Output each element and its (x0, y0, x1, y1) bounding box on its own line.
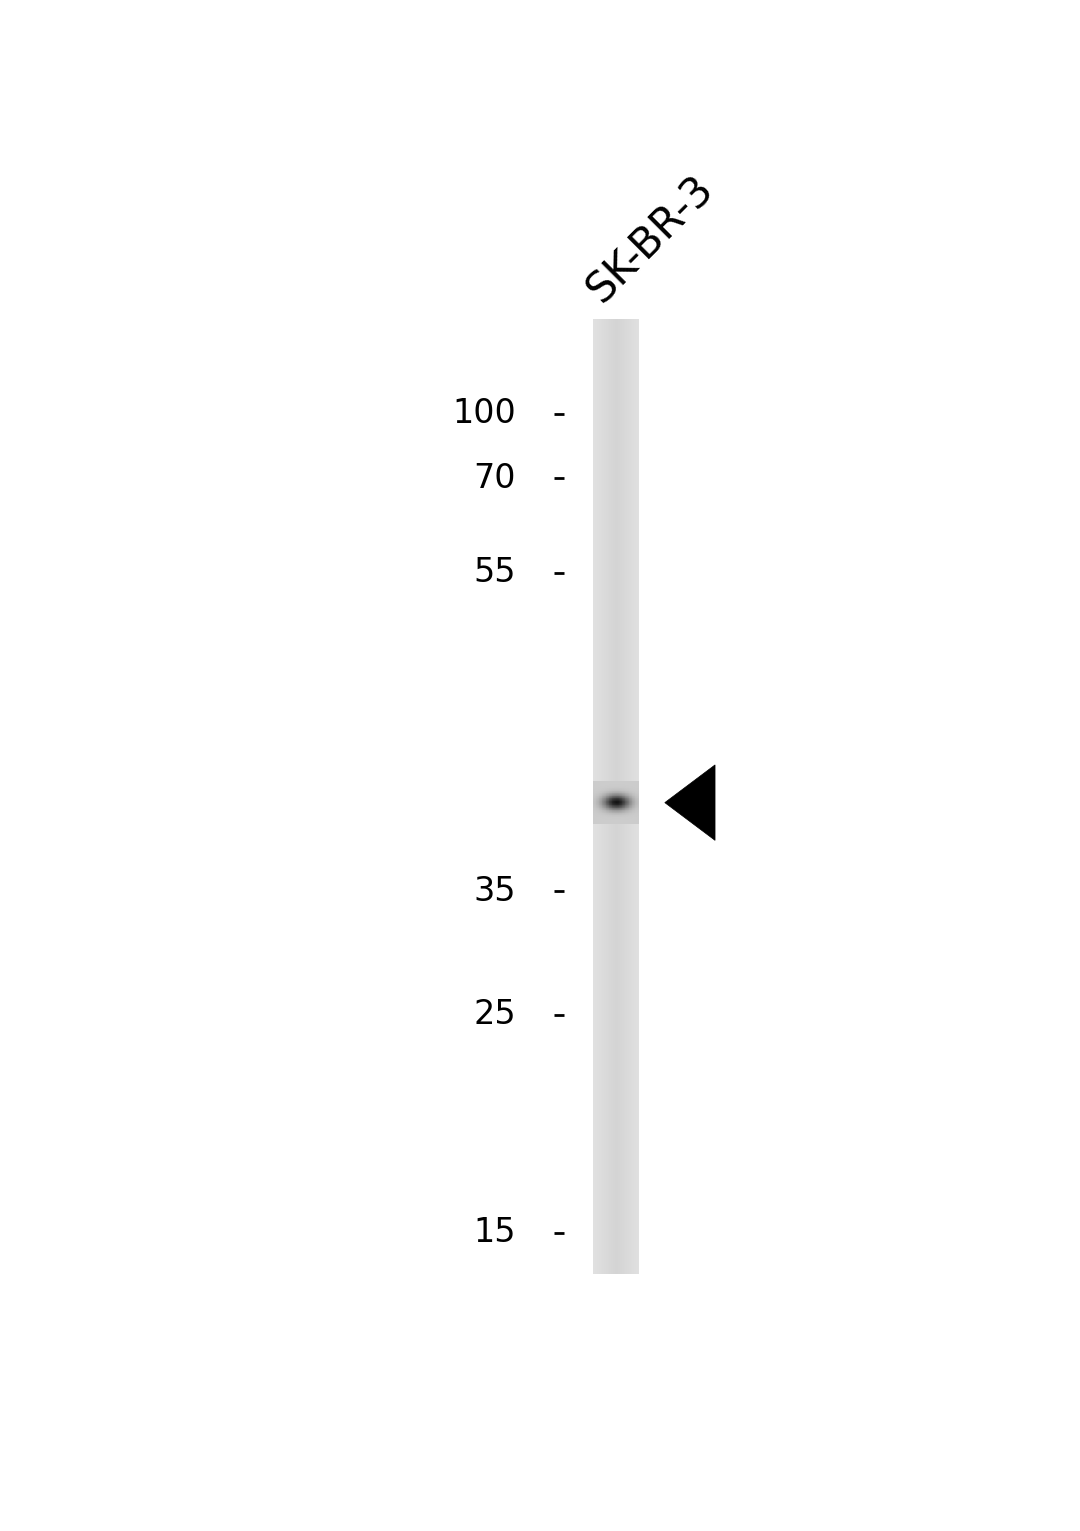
Text: 70: 70 (473, 462, 516, 495)
Polygon shape (665, 766, 715, 841)
Text: SK-BR-3: SK-BR-3 (578, 168, 721, 311)
Text: 100: 100 (453, 397, 516, 430)
Text: 15: 15 (473, 1217, 516, 1249)
Text: 25: 25 (473, 998, 516, 1032)
Text: 35: 35 (473, 874, 516, 908)
Text: 55: 55 (473, 556, 516, 589)
